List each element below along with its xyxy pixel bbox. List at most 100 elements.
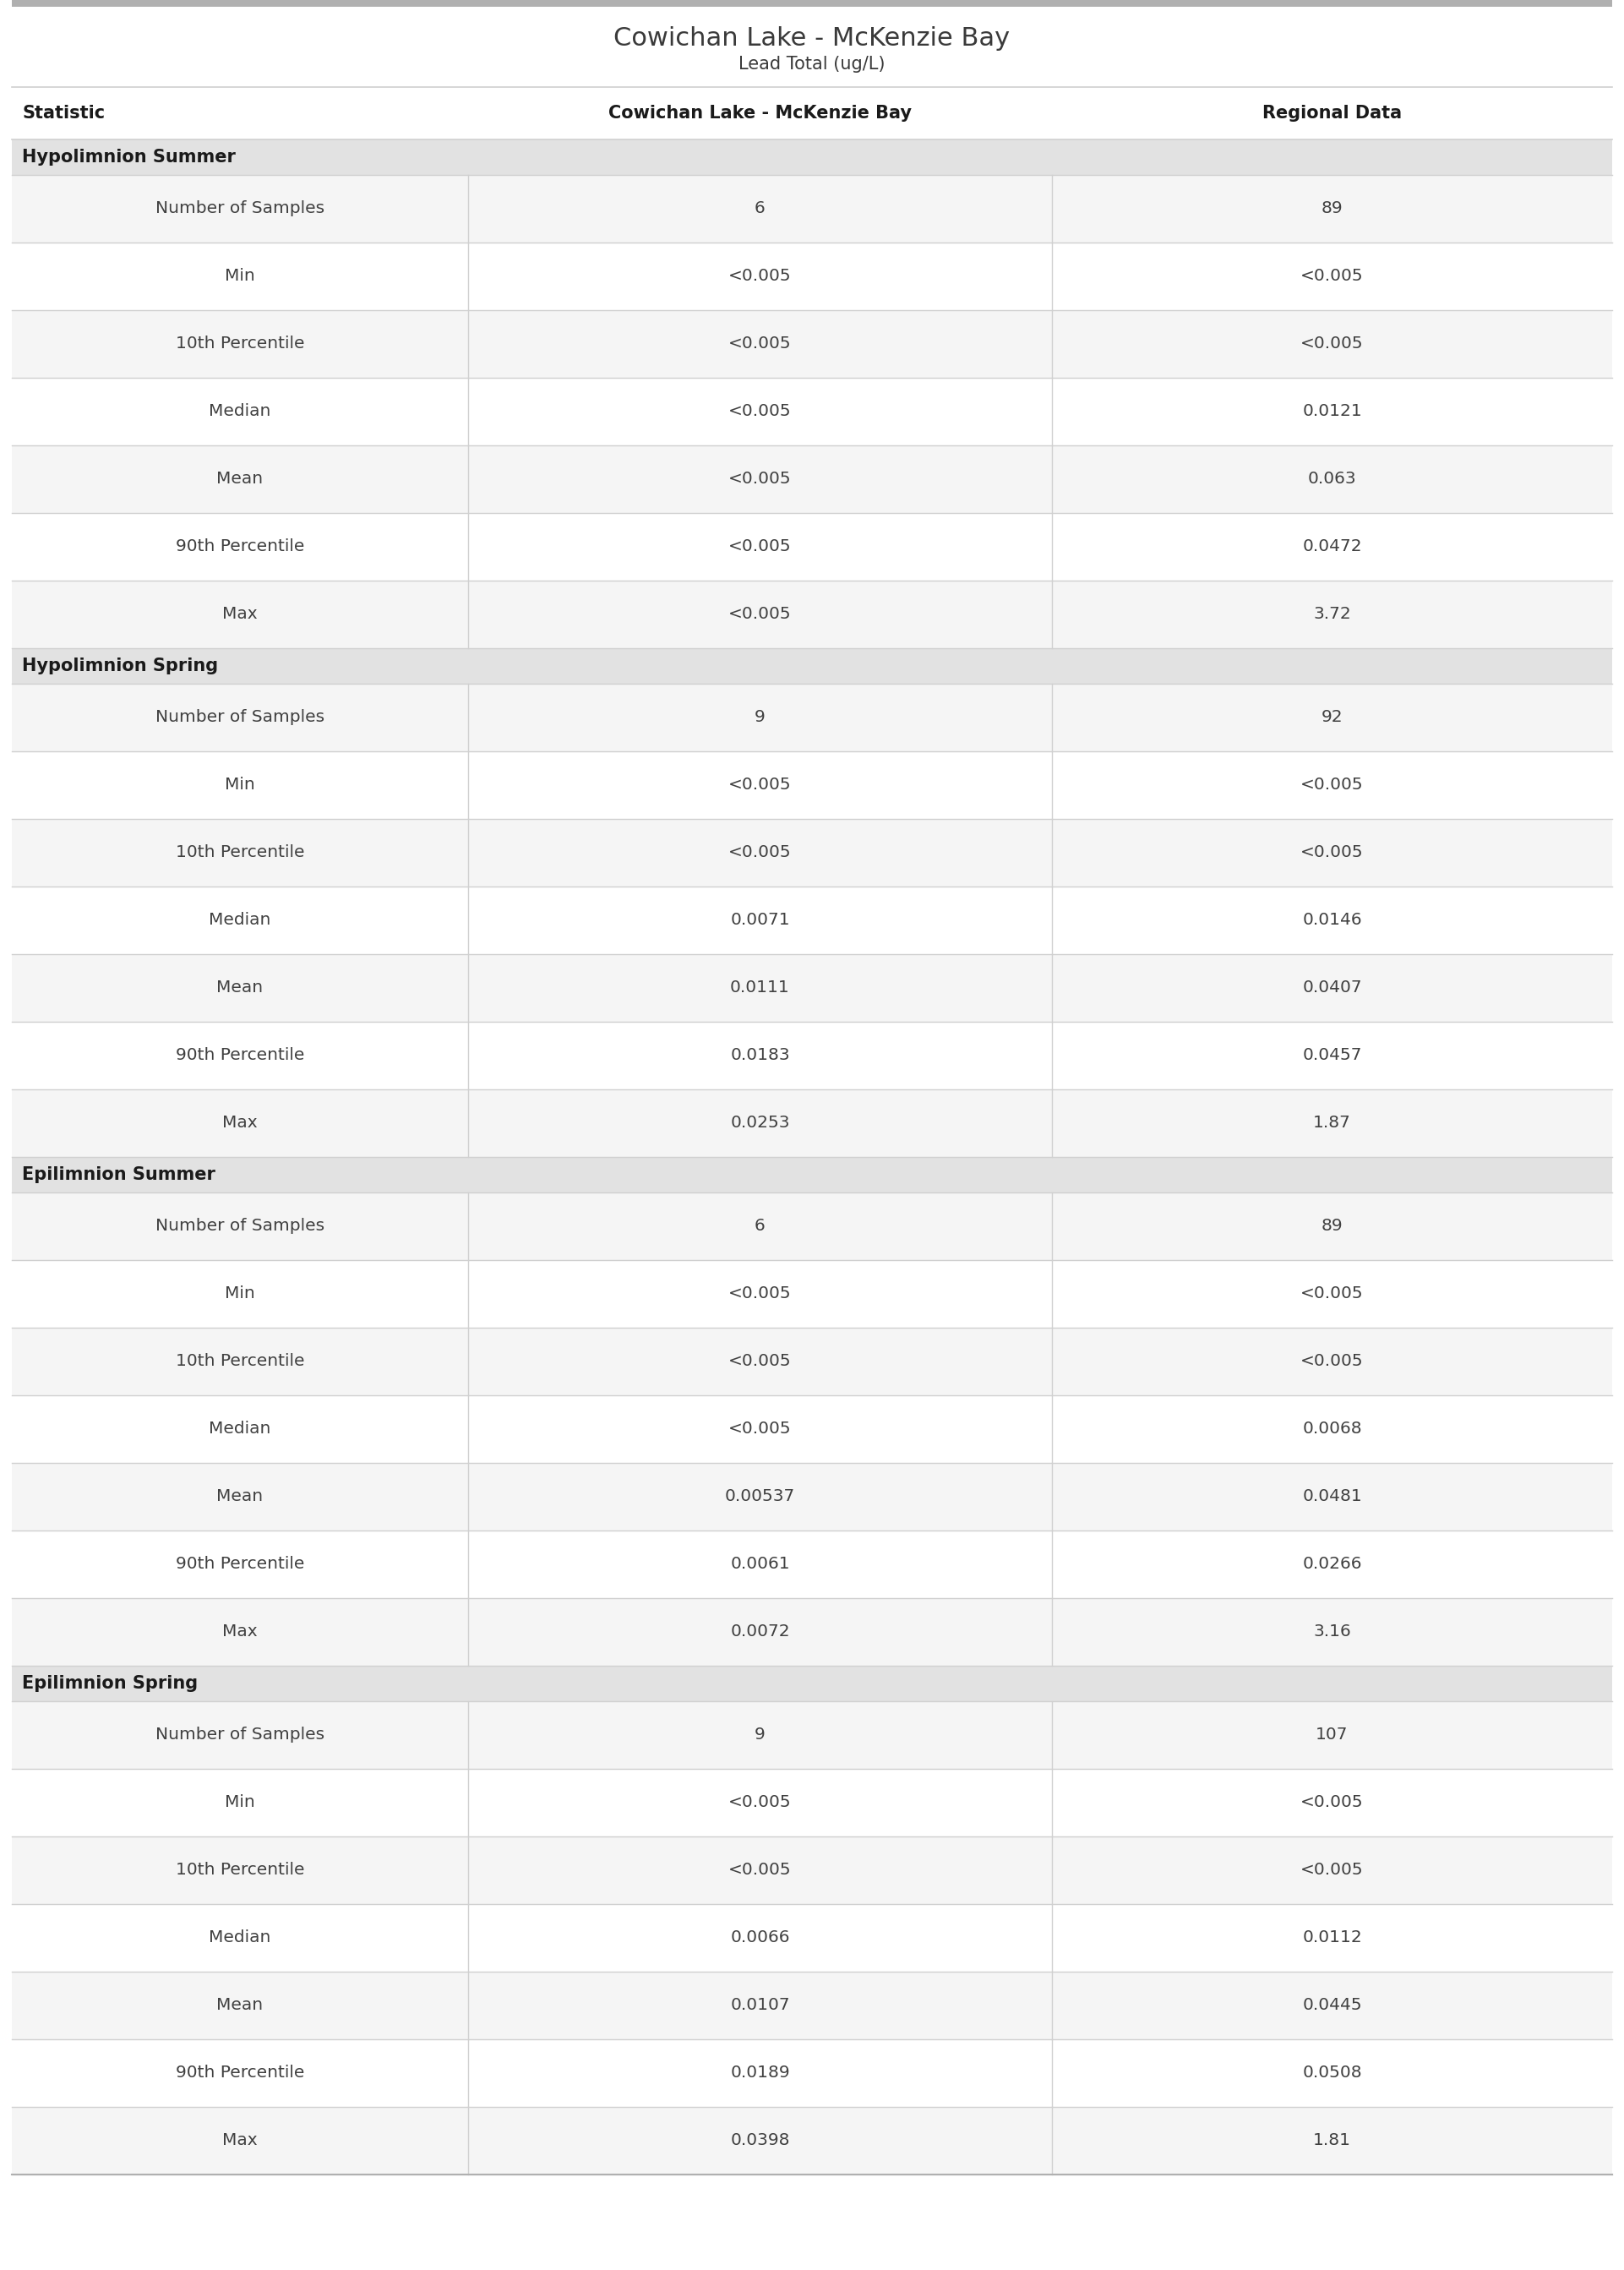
- Text: Median: Median: [209, 404, 271, 420]
- Text: 0.0072: 0.0072: [731, 1623, 789, 1639]
- Text: 0.0266: 0.0266: [1302, 1557, 1363, 1573]
- Text: <0.005: <0.005: [729, 1796, 791, 1811]
- Text: 0.00537: 0.00537: [724, 1489, 796, 1505]
- Bar: [11, 1396, 1613, 1462]
- Text: 90th Percentile: 90th Percentile: [175, 1557, 304, 1573]
- Text: 0.063: 0.063: [1307, 472, 1356, 488]
- Text: 1.81: 1.81: [1314, 2134, 1351, 2150]
- Bar: [11, 1090, 1613, 1158]
- Text: Statistic: Statistic: [23, 104, 106, 123]
- Text: 90th Percentile: 90th Percentile: [175, 1046, 304, 1065]
- Text: <0.005: <0.005: [729, 472, 791, 488]
- Bar: [11, 581, 1613, 649]
- Text: <0.005: <0.005: [729, 776, 791, 792]
- Text: 92: 92: [1322, 711, 1343, 726]
- Text: 10th Percentile: 10th Percentile: [175, 1353, 304, 1369]
- Text: <0.005: <0.005: [729, 606, 791, 622]
- Bar: [11, 445, 1613, 513]
- Bar: [11, 683, 1613, 751]
- Text: 0.0472: 0.0472: [1302, 538, 1363, 554]
- Text: 0.0407: 0.0407: [1302, 981, 1363, 997]
- Bar: [11, 1700, 1613, 1768]
- Text: Median: Median: [209, 1421, 271, 1437]
- Text: <0.005: <0.005: [729, 336, 791, 352]
- Text: 0.0146: 0.0146: [1302, 913, 1363, 928]
- Bar: [11, 175, 1613, 243]
- Text: <0.005: <0.005: [1301, 844, 1364, 860]
- Text: 0.0121: 0.0121: [1302, 404, 1363, 420]
- Text: Number of Samples: Number of Samples: [156, 1727, 325, 1743]
- Text: 0.0457: 0.0457: [1302, 1046, 1363, 1065]
- Text: 6: 6: [755, 1219, 765, 1235]
- Bar: [11, 819, 1613, 888]
- Text: <0.005: <0.005: [1301, 1861, 1364, 1877]
- Bar: [11, 1598, 1613, 1666]
- Text: Median: Median: [209, 1930, 271, 1945]
- Text: 0.0398: 0.0398: [731, 2134, 789, 2150]
- Text: Mean: Mean: [216, 1489, 263, 1505]
- Bar: [11, 86, 1613, 138]
- Text: 9: 9: [755, 711, 765, 726]
- Text: 3.16: 3.16: [1314, 1623, 1351, 1639]
- Text: 0.0068: 0.0068: [1302, 1421, 1363, 1437]
- Bar: [11, 1836, 1613, 1905]
- Text: 0.0061: 0.0061: [731, 1557, 789, 1573]
- Text: 10th Percentile: 10th Percentile: [175, 1861, 304, 1877]
- Bar: [11, 0, 1613, 7]
- Text: Cowichan Lake - McKenzie Bay: Cowichan Lake - McKenzie Bay: [614, 27, 1010, 50]
- Text: Mean: Mean: [216, 981, 263, 997]
- Text: Hypolimnion Spring: Hypolimnion Spring: [23, 658, 218, 674]
- Text: 90th Percentile: 90th Percentile: [175, 538, 304, 554]
- Text: 0.0071: 0.0071: [731, 913, 789, 928]
- Text: Median: Median: [209, 913, 271, 928]
- Text: 89: 89: [1322, 200, 1343, 216]
- Text: <0.005: <0.005: [729, 1353, 791, 1369]
- Bar: [11, 2107, 1613, 2175]
- Text: <0.005: <0.005: [729, 268, 791, 284]
- Text: <0.005: <0.005: [729, 404, 791, 420]
- Text: <0.005: <0.005: [729, 1861, 791, 1877]
- Bar: [11, 751, 1613, 819]
- Bar: [11, 7, 1613, 86]
- Text: Epilimnion Summer: Epilimnion Summer: [23, 1167, 216, 1183]
- Text: 0.0111: 0.0111: [731, 981, 789, 997]
- Text: 0.0183: 0.0183: [731, 1046, 789, 1065]
- Text: Number of Samples: Number of Samples: [156, 1219, 325, 1235]
- Text: 10th Percentile: 10th Percentile: [175, 336, 304, 352]
- Text: 89: 89: [1322, 1219, 1343, 1235]
- Text: Min: Min: [224, 1796, 255, 1811]
- Bar: [11, 2038, 1613, 2107]
- Text: <0.005: <0.005: [729, 538, 791, 554]
- Text: Max: Max: [222, 2134, 258, 2150]
- Bar: [11, 1158, 1613, 1192]
- Text: 0.0189: 0.0189: [731, 2066, 789, 2082]
- Text: Number of Samples: Number of Samples: [156, 200, 325, 216]
- Text: Min: Min: [224, 268, 255, 284]
- Bar: [11, 138, 1613, 175]
- Text: 90th Percentile: 90th Percentile: [175, 2066, 304, 2082]
- Text: 0.0508: 0.0508: [1302, 2066, 1363, 2082]
- Text: 0.0481: 0.0481: [1302, 1489, 1363, 1505]
- Bar: [11, 1260, 1613, 1328]
- Text: 0.0445: 0.0445: [1302, 1998, 1363, 2013]
- Text: 10th Percentile: 10th Percentile: [175, 844, 304, 860]
- Text: Mean: Mean: [216, 1998, 263, 2013]
- Text: 0.0066: 0.0066: [731, 1930, 789, 1945]
- Text: <0.005: <0.005: [1301, 268, 1364, 284]
- Text: <0.005: <0.005: [729, 1285, 791, 1303]
- Bar: [11, 649, 1613, 683]
- Text: 107: 107: [1315, 1727, 1348, 1743]
- Text: 0.0112: 0.0112: [1302, 1930, 1363, 1945]
- Text: <0.005: <0.005: [1301, 776, 1364, 792]
- Bar: [11, 243, 1613, 311]
- Text: Epilimnion Spring: Epilimnion Spring: [23, 1675, 198, 1691]
- Text: <0.005: <0.005: [729, 1421, 791, 1437]
- Text: Regional Data: Regional Data: [1262, 104, 1402, 123]
- Bar: [11, 1192, 1613, 1260]
- Text: Mean: Mean: [216, 472, 263, 488]
- Bar: [11, 1328, 1613, 1396]
- Bar: [11, 1768, 1613, 1836]
- Text: Max: Max: [222, 1115, 258, 1130]
- Text: Min: Min: [224, 776, 255, 792]
- Bar: [11, 1530, 1613, 1598]
